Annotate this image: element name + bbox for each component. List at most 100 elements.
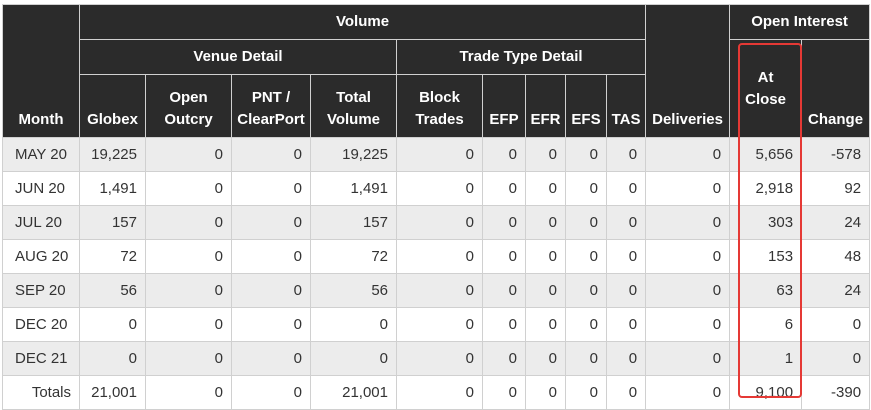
cell-efp: 0 [482, 375, 526, 410]
cell-deliveries: 0 [645, 375, 731, 410]
cell-pnt: 0 [231, 205, 311, 240]
cell-globex: 0 [79, 341, 146, 376]
header-pnt-line1: PNT / [251, 89, 291, 106]
cell-deliveries: 0 [645, 205, 731, 240]
cell-at-close: 153 [729, 239, 803, 274]
cell-tas: 0 [605, 137, 647, 172]
header-tas: TAS [605, 74, 647, 138]
cell-change: 0 [801, 307, 871, 342]
cell-efp: 0 [482, 307, 526, 342]
cell-pnt: 0 [231, 273, 311, 308]
cell-globex: 157 [79, 205, 146, 240]
cell-month: MAY 20 [2, 137, 80, 172]
cell-globex: 72 [79, 239, 146, 274]
cell-at-close: 303 [729, 205, 803, 240]
table-row: JUL 20 157 0 0 157 0 0 0 0 0 0 303 24 [2, 205, 871, 240]
cell-month: DEC 20 [2, 307, 80, 342]
cell-efr: 0 [525, 205, 566, 240]
cell-efs: 0 [565, 375, 607, 410]
cell-efs: 0 [565, 205, 607, 240]
cell-deliveries: 0 [645, 273, 731, 308]
table-row: AUG 20 72 0 0 72 0 0 0 0 0 0 153 48 [2, 239, 871, 274]
cell-total-volume: 19,225 [310, 137, 397, 172]
cell-total-volume: 1,491 [310, 171, 397, 206]
cell-change: 24 [801, 273, 871, 308]
header-total-volume-line1: Total [336, 89, 371, 106]
cell-globex: 1,491 [79, 171, 146, 206]
cell-pnt: 0 [231, 375, 311, 410]
cell-month: DEC 21 [2, 341, 80, 376]
header-change: Change [801, 39, 871, 138]
cell-open-outcry: 0 [145, 307, 232, 342]
cell-pnt: 0 [231, 171, 311, 206]
table-row: DEC 20 0 0 0 0 0 0 0 0 0 0 6 0 [2, 307, 871, 342]
cell-block: 0 [396, 137, 483, 172]
header-efr: EFR [525, 74, 566, 138]
cell-total-volume: 56 [310, 273, 397, 308]
header-globex: Globex [79, 74, 146, 138]
cell-pnt: 0 [231, 341, 311, 376]
cell-open-outcry: 0 [145, 137, 232, 172]
cell-efp: 0 [482, 239, 526, 274]
cell-block: 0 [396, 205, 483, 240]
header-pnt-line2: ClearPort [237, 111, 305, 128]
cell-block: 0 [396, 273, 483, 308]
cell-tas: 0 [605, 375, 647, 410]
cell-efp: 0 [482, 205, 526, 240]
cell-globex: 21,001 [79, 375, 146, 410]
cell-block: 0 [396, 341, 483, 376]
volume-oi-table: Month Volume Deliveries Open Interest Ve… [2, 4, 871, 410]
cell-tas: 0 [605, 273, 647, 308]
header-open-outcry-line1: Open [169, 89, 208, 106]
cell-open-outcry: 0 [145, 341, 232, 376]
cell-total-volume: 72 [310, 239, 397, 274]
cell-efp: 0 [482, 273, 526, 308]
header-open-outcry: Open Outcry [145, 74, 232, 138]
table-row: JUN 20 1,491 0 0 1,491 0 0 0 0 0 0 2,918… [2, 171, 871, 206]
cell-month: AUG 20 [2, 239, 80, 274]
cell-block: 0 [396, 171, 483, 206]
cell-at-close: 6 [729, 307, 803, 342]
cell-total-volume: 157 [310, 205, 397, 240]
cell-change: 48 [801, 239, 871, 274]
cell-globex: 19,225 [79, 137, 146, 172]
totals-row: Totals 21,001 0 0 21,001 0 0 0 0 0 0 9,1… [2, 375, 871, 410]
cell-change: -578 [801, 137, 871, 172]
cell-globex: 0 [79, 307, 146, 342]
cell-open-outcry: 0 [145, 239, 232, 274]
header-volume: Volume [78, 4, 647, 40]
cell-efr: 0 [525, 341, 566, 376]
cell-total-volume: 0 [310, 341, 397, 376]
cell-deliveries: 0 [645, 307, 731, 342]
table-row: DEC 21 0 0 0 0 0 0 0 0 0 0 1 0 [2, 341, 871, 376]
cell-change: 0 [801, 341, 871, 376]
cell-month: JUL 20 [2, 205, 80, 240]
cell-efs: 0 [565, 307, 607, 342]
header-block-trades: Block Trades [396, 74, 483, 138]
cell-pnt: 0 [231, 137, 311, 172]
cell-efr: 0 [525, 273, 566, 308]
header-open-outcry-line2: Outcry [164, 111, 213, 128]
header-open-interest: Open Interest [729, 4, 871, 40]
header-total-volume: Total Volume [310, 74, 397, 138]
header-block-trades-line1: Block [419, 89, 460, 106]
cell-efr: 0 [525, 171, 566, 206]
cell-tas: 0 [605, 239, 647, 274]
cell-month: JUN 20 [2, 171, 80, 206]
header-total-volume-line2: Volume [326, 111, 381, 128]
cell-tas: 0 [605, 171, 647, 206]
cell-globex: 56 [79, 273, 146, 308]
cell-efs: 0 [565, 341, 607, 376]
cell-efp: 0 [482, 341, 526, 376]
cell-efr: 0 [525, 239, 566, 274]
cell-at-close: 2,918 [729, 171, 803, 206]
header-pnt-clearport: PNT / ClearPort [231, 74, 311, 138]
cell-totals-label: Totals [2, 375, 80, 410]
cell-efr: 0 [525, 375, 566, 410]
header-at-close: At Close [729, 39, 803, 138]
table-row: MAY 20 19,225 0 0 19,225 0 0 0 0 0 0 5,6… [2, 137, 871, 172]
cell-at-close: 5,656 [729, 137, 803, 172]
cell-tas: 0 [605, 307, 647, 342]
table-row: SEP 20 56 0 0 56 0 0 0 0 0 0 63 24 [2, 273, 871, 308]
cell-pnt: 0 [231, 239, 311, 274]
